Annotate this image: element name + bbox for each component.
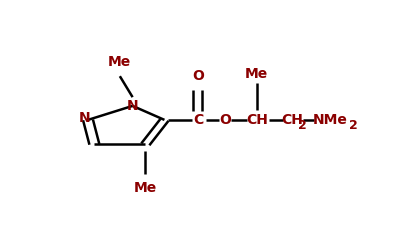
- Text: C: C: [193, 113, 203, 127]
- Text: NMe: NMe: [313, 113, 348, 127]
- Text: Me: Me: [108, 55, 132, 69]
- Text: 2: 2: [298, 119, 307, 132]
- Text: Me: Me: [245, 67, 268, 81]
- Text: N: N: [127, 99, 139, 113]
- Text: 2: 2: [349, 119, 358, 132]
- Text: CH: CH: [246, 113, 268, 127]
- Text: CH: CH: [281, 113, 303, 127]
- Text: N: N: [79, 111, 91, 125]
- Text: O: O: [219, 113, 231, 127]
- Text: O: O: [192, 69, 204, 83]
- Text: Me: Me: [134, 181, 157, 195]
